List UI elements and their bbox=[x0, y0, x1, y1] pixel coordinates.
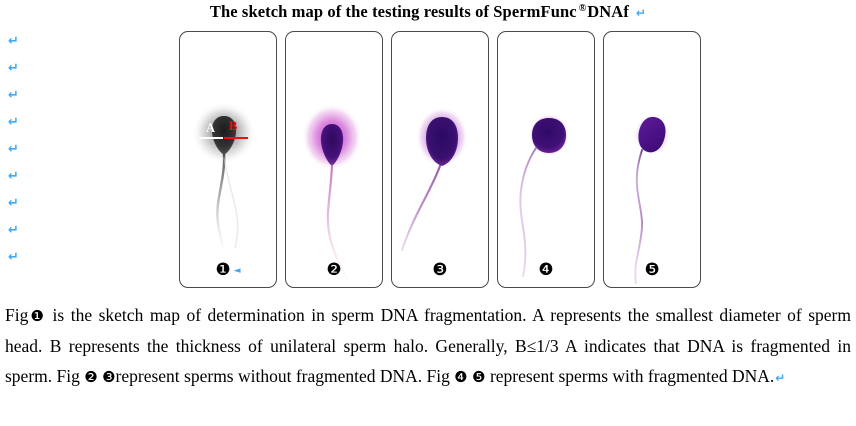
panel-badge-5: ❺ bbox=[604, 262, 700, 279]
sperm-image-1 bbox=[180, 32, 276, 287]
paragraph-mark-icon: ↵ bbox=[8, 250, 19, 265]
figure-title-text: The sketch map of the testing results of… bbox=[209, 2, 577, 21]
panel-badge-1: ❶ ◄ bbox=[180, 262, 276, 279]
caption-fig-number-1: ❶ bbox=[28, 307, 47, 325]
paragraph-mark-icon: ↵ bbox=[8, 223, 19, 238]
panel-badge-number: ❸ bbox=[432, 260, 448, 280]
caption-fig-number-2: ❷ bbox=[84, 368, 98, 386]
paragraph-mark-icon: ↵ bbox=[635, 6, 647, 20]
margin-mark: ↵ bbox=[8, 115, 32, 142]
sperm-image-5 bbox=[604, 32, 700, 287]
measurement-rule-a bbox=[199, 137, 223, 139]
panel-badge-number: ❺ bbox=[644, 260, 660, 280]
margin-mark: ↵ bbox=[8, 250, 32, 277]
sperm-panel-3[interactable]: ❸ bbox=[391, 31, 489, 288]
figure-caption: Fig❶ is the sketch map of determination … bbox=[5, 300, 851, 392]
sperm-illustration-small-halo bbox=[519, 114, 569, 277]
sperm-panel-2[interactable]: ❷ bbox=[285, 31, 383, 288]
panel-badge-number: ❶ bbox=[215, 260, 231, 280]
figure-title: The sketch map of the testing results of… bbox=[0, 2, 856, 22]
badge-marker-icon: ◄ bbox=[233, 266, 241, 276]
caption-text-3: represent sperms without fragmented DNA.… bbox=[115, 366, 455, 386]
sperm-illustration-no-halo bbox=[633, 114, 671, 284]
margin-mark: ↵ bbox=[8, 142, 32, 169]
caption-fig-number-4: ❹ bbox=[454, 368, 468, 386]
paragraph-mark-icon: ↵ bbox=[8, 115, 19, 130]
caption-fig-number-3: ❸ bbox=[102, 368, 116, 386]
paragraph-mark-icon: ↵ bbox=[8, 61, 19, 76]
sperm-panel-5[interactable]: ❺ bbox=[603, 31, 701, 288]
panel-badge-4: ❹ bbox=[498, 262, 594, 279]
margin-mark: ↵ bbox=[8, 196, 32, 223]
paragraph-mark-icon: ↵ bbox=[8, 169, 19, 184]
panel-badge-number: ❹ bbox=[538, 260, 554, 280]
figure-title-product: DNAf bbox=[587, 2, 629, 21]
sperm-image-4 bbox=[498, 32, 594, 287]
margin-paragraph-marks: ↵ ↵ ↵ ↵ ↵ ↵ ↵ ↵ ↵ bbox=[8, 34, 32, 277]
measurement-rule-b bbox=[224, 137, 248, 139]
paragraph-mark-icon: ↵ bbox=[775, 371, 786, 385]
margin-mark: ↵ bbox=[8, 88, 32, 115]
sperm-image-3 bbox=[392, 32, 488, 287]
panel-badge-number: ❷ bbox=[326, 260, 342, 280]
measurement-label-b: B bbox=[229, 119, 238, 133]
paragraph-mark-icon: ↵ bbox=[8, 196, 19, 211]
margin-mark: ↵ bbox=[8, 34, 32, 61]
measurement-label-a: A bbox=[206, 121, 216, 135]
caption-text-2: is the sketch map of determination in sp… bbox=[5, 305, 851, 386]
sperm-image-2 bbox=[286, 32, 382, 287]
sperm-panel-1[interactable]: A B ❶ ◄ bbox=[179, 31, 277, 288]
sperm-image-panel-strip: A B ❶ ◄ bbox=[179, 31, 709, 288]
registered-trademark-icon: ® bbox=[578, 2, 587, 14]
sperm-illustration-medium-halo bbox=[400, 107, 468, 252]
panel-badge-3: ❸ bbox=[392, 262, 488, 279]
paragraph-mark-icon: ↵ bbox=[8, 34, 19, 49]
caption-text-1: Fig bbox=[5, 305, 29, 325]
sperm-illustration-large-halo bbox=[302, 104, 362, 283]
paragraph-mark-icon: ↵ bbox=[8, 88, 19, 103]
sperm-illustration-grayscale bbox=[192, 102, 256, 249]
margin-mark: ↵ bbox=[8, 169, 32, 196]
caption-fig-number-5: ❺ bbox=[472, 368, 486, 386]
margin-mark: ↵ bbox=[8, 223, 32, 250]
paragraph-mark-icon: ↵ bbox=[8, 142, 19, 157]
panel-badge-2: ❷ bbox=[286, 262, 382, 279]
caption-text-4: represent sperms with fragmented DNA. bbox=[485, 366, 775, 386]
margin-mark: ↵ bbox=[8, 61, 32, 88]
sperm-panel-4[interactable]: ❹ bbox=[497, 31, 595, 288]
